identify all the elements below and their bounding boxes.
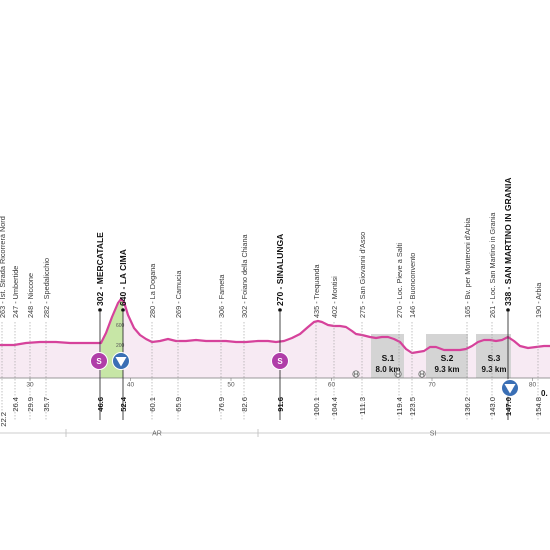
profile-line [0, 297, 550, 355]
sprint-marker-icon [271, 352, 289, 370]
altitude-mark: 600 [116, 323, 125, 329]
waypoint-km: 76.9 [217, 397, 226, 412]
kom-triangle-icon [115, 357, 127, 367]
waypoint-label: 269 - Camucia [174, 270, 183, 318]
rail-crossing-icon [394, 370, 402, 378]
waypoint-km: 65.9 [174, 397, 183, 412]
waypoint-km: 29.9 [26, 397, 35, 412]
sprint-marker-icon [90, 352, 108, 370]
waypoint-dot [278, 308, 282, 312]
waypoint-label: 247 - Umbertide [11, 266, 20, 318]
marker-label: S [96, 357, 102, 366]
waypoint-km: 26.4 [11, 397, 20, 412]
waypoint-label: 640 - LA CIMA [118, 249, 128, 306]
waypoint-km: 91.6 [276, 397, 285, 412]
waypoint-label: 275 - San Giovanni d'Asso [358, 232, 367, 318]
waypoint-km: 100.1 [312, 397, 321, 416]
gravel-sector-title: S.3 [488, 353, 501, 363]
waypoint-label: 280 - La Dogana [148, 263, 157, 318]
kom-triangle-icon [504, 384, 516, 394]
marker-label: 3 [119, 357, 124, 366]
waypoint-km: 123.5 [408, 397, 417, 416]
gravel-sector-length: 9.3 km [482, 365, 507, 374]
left-edge-km: 22.2 [0, 412, 8, 427]
rail-crossing-glyph [395, 371, 401, 377]
waypoint-km-labels: 26.4 29.9 35.7 46.6 52.4 60.1 65.9 76.9 82.6 91.6… [11, 396, 543, 416]
waypoint-label: 338 - SAN MARTINO IN GRANIA [503, 178, 513, 306]
rail-crossing-icons [352, 370, 426, 378]
waypoint-label: 302 - MERCATALE [95, 232, 105, 306]
waypoint-dot [98, 308, 102, 312]
waypoint-dot [506, 308, 510, 312]
waypoint-km: 82.6 [240, 397, 249, 412]
waypoint-km: 154.8 [534, 397, 543, 416]
km-tick-label: 60 [328, 382, 336, 389]
waypoint-km: 46.6 [96, 397, 105, 412]
profile-area [0, 299, 550, 378]
gravel-sector-title: S.1 [382, 353, 395, 363]
waypoint-km: 104.4 [330, 397, 339, 416]
rail-crossing-glyph [419, 371, 425, 377]
km-tick-label: 50 [227, 382, 235, 389]
marker-label: S [277, 357, 283, 366]
km-tick-label: 80 [529, 382, 537, 389]
marker-label: 4 [508, 384, 513, 393]
waypoint-label: 270 - Loc. Pieve a Salti [395, 243, 404, 318]
gravel-sector-length: 9.3 km [435, 365, 460, 374]
region-label-si: SI [430, 431, 437, 438]
km-tick-label: 40 [127, 382, 135, 389]
waypoint-label: 402 - Montisi [330, 276, 339, 318]
altitude-mark: 200 [116, 343, 125, 349]
waypoint-label: 302 - Foiano della Chiana [240, 233, 249, 318]
rail-crossing-glyph [353, 371, 359, 377]
waypoint-label: 261 - Loc. San Martino in Grania [488, 212, 497, 318]
waypoint-km: 35.7 [42, 397, 51, 412]
waypoint-km: 52.4 [119, 396, 128, 412]
km-tick-label: 70 [428, 382, 436, 389]
waypoint-km: 60.1 [148, 397, 157, 412]
waypoint-label: 263 - Ist. Strada Ricorrerà Nord [0, 216, 7, 318]
waypoint-label: 270 - SINALUNGA [275, 234, 285, 306]
waypoint-km: 143.0 [488, 397, 497, 416]
waypoint-label: 306 - Fameta [217, 274, 226, 318]
rail-crossing-icon [418, 370, 426, 378]
waypoint-label: 146 - Buonconvento [408, 253, 417, 318]
right-edge-label: 0. [541, 389, 548, 398]
km-scale: 30405060708090100110120130140150 [26, 378, 537, 389]
region-label-ar: AR [152, 431, 162, 438]
gravel-sector-title: S.2 [441, 353, 454, 363]
gravel-sector-area [426, 334, 468, 378]
waypoint-label: 282 - Spedalicchio [42, 258, 51, 318]
waypoint-km: 111.3 [358, 397, 367, 415]
km-tick-label: 30 [26, 382, 34, 389]
waypoint-label: 248 - Niccone [26, 273, 35, 318]
waypoint-labels: 263 - Ist. Strada Ricorrerà Nord 247 - Um… [0, 178, 543, 318]
waypoint-dot [121, 308, 125, 312]
gravel-sectors: S.1 8.0 km S.2 9.3 km S.3 9.3 km [371, 334, 511, 378]
rail-crossing-icon [352, 370, 360, 378]
waypoint-km: 136.2 [463, 397, 472, 416]
race-markers: S 3 S 4 [90, 352, 519, 397]
gravel-sector-length: 8.0 km [376, 365, 401, 374]
waypoint-label: 165 - Bv. per Monteroni d'Arbia [463, 217, 472, 318]
waypoint-label: 435 - Trequanda [312, 264, 321, 318]
waypoint-km: 147.0 [504, 397, 513, 416]
waypoint-label: 190 - Arbia [534, 282, 543, 318]
waypoint-km: 119.4 [395, 397, 404, 415]
